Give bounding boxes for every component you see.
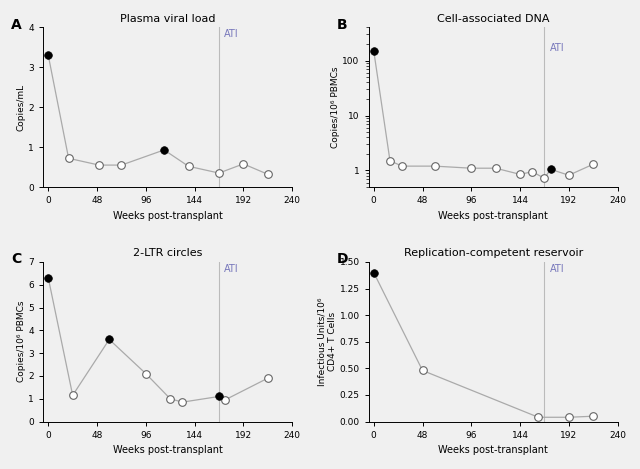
Text: ATI: ATI [550, 264, 564, 273]
Text: ATI: ATI [224, 29, 239, 39]
Y-axis label: Copies/mL: Copies/mL [17, 83, 26, 131]
X-axis label: Weeks post-transplant: Weeks post-transplant [438, 211, 548, 220]
X-axis label: Weeks post-transplant: Weeks post-transplant [113, 445, 223, 455]
X-axis label: Weeks post-transplant: Weeks post-transplant [438, 445, 548, 455]
Y-axis label: Copies/10⁶ PBMCs: Copies/10⁶ PBMCs [17, 301, 26, 383]
Title: Replication-competent reservoir: Replication-competent reservoir [403, 249, 583, 258]
Text: ATI: ATI [550, 43, 564, 53]
Y-axis label: Infectious Units/10⁶
CD4+ T Cells: Infectious Units/10⁶ CD4+ T Cells [317, 297, 337, 386]
Text: B: B [336, 18, 347, 32]
Text: A: A [11, 18, 22, 32]
X-axis label: Weeks post-transplant: Weeks post-transplant [113, 211, 223, 220]
Text: D: D [336, 252, 348, 266]
Title: Plasma viral load: Plasma viral load [120, 14, 216, 24]
Text: ATI: ATI [224, 264, 239, 273]
Text: C: C [11, 252, 21, 266]
Title: 2-LTR circles: 2-LTR circles [133, 249, 202, 258]
Title: Cell-associated DNA: Cell-associated DNA [437, 14, 549, 24]
Y-axis label: Copies/10⁶ PBMCs: Copies/10⁶ PBMCs [331, 67, 340, 148]
